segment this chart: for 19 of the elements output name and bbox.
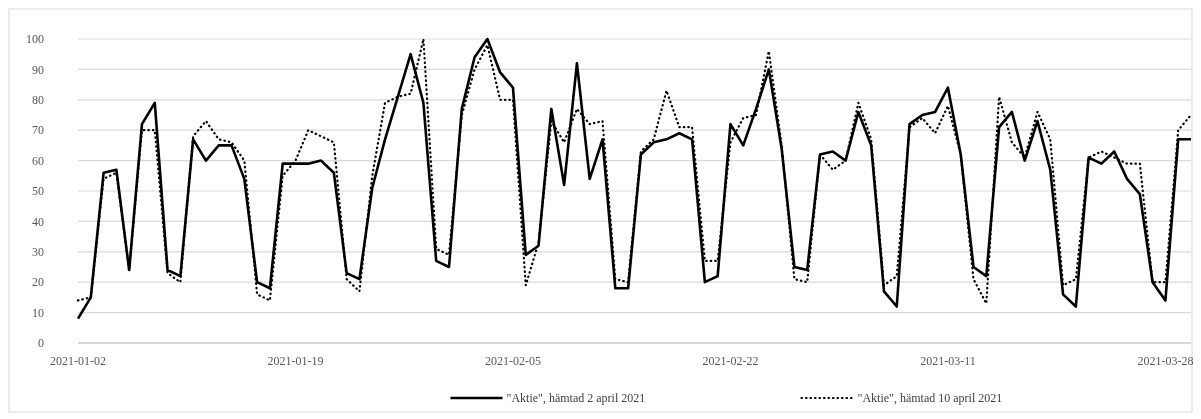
x-tick-label: 2021-01-02 xyxy=(50,354,106,368)
x-tick-label: 2021-03-28 xyxy=(1137,354,1194,368)
x-tick-label: 2021-02-05 xyxy=(484,354,541,368)
legend-label: "Aktie", hämtad 2 april 2021 xyxy=(506,391,646,406)
y-tick-label: 60 xyxy=(32,153,44,168)
y-tick-label: 50 xyxy=(32,184,44,199)
y-tick-label: 10 xyxy=(32,305,44,320)
legend-label: "Aktie", hämtad 10 april 2021 xyxy=(857,391,1003,406)
y-tick-label: 20 xyxy=(32,275,44,290)
y-tick-label: 70 xyxy=(32,123,44,138)
x-tick-label: 2021-02-22 xyxy=(702,354,759,368)
x-tick-label: 2021-03-11 xyxy=(920,354,976,368)
y-tick-label: 30 xyxy=(32,245,44,259)
y-tick-label: 0 xyxy=(38,336,44,351)
y-tick-label: 100 xyxy=(26,32,44,47)
y-tick-label: 40 xyxy=(32,214,44,229)
y-tick-label: 80 xyxy=(32,93,44,107)
y-tick-label: 90 xyxy=(32,62,44,77)
x-tick-label: 2021-01-19 xyxy=(267,354,324,368)
